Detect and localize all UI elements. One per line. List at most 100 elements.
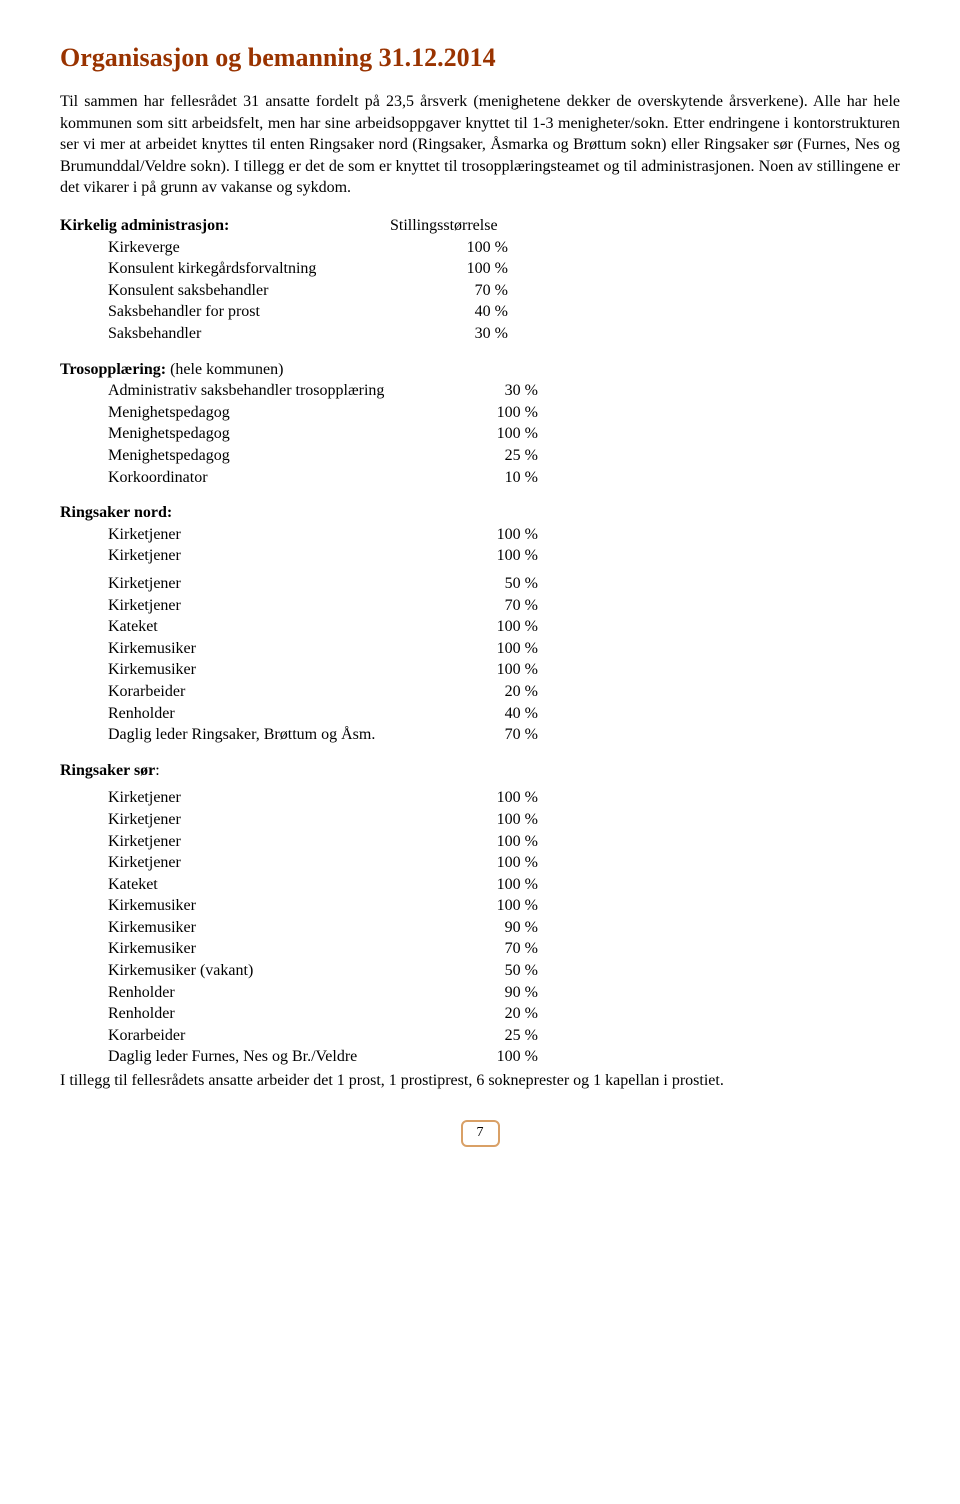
pct-cell: 100 % — [478, 545, 538, 567]
role-cell: Kirketjener — [60, 524, 478, 546]
pct-cell: 100 % — [478, 1046, 538, 1068]
pct-cell: 100 % — [478, 895, 538, 917]
pct-cell: 30 % — [478, 380, 538, 402]
role-cell: Menighetspedagog — [60, 402, 478, 424]
role-cell: Kirketjener — [60, 852, 478, 874]
role-cell: Korkoordinator — [60, 467, 478, 489]
table-row: Kateket100 % — [60, 874, 900, 896]
table-row: Kirketjener100 % — [60, 831, 900, 853]
sor-colon: : — [155, 762, 159, 779]
table-row: Kirkeverge100 % — [60, 237, 900, 259]
role-cell: Renholder — [60, 982, 478, 1004]
page-number-badge: 7 — [461, 1120, 500, 1147]
role-cell: Kirkeverge — [60, 237, 438, 259]
table-row: Kirketjener100 % — [60, 787, 900, 809]
intro-paragraph: Til sammen har fellesrådet 31 ansatte fo… — [60, 91, 900, 199]
role-cell: Konsulent saksbehandler — [60, 280, 438, 302]
pct-cell: 100 % — [438, 258, 508, 280]
admin-label: Kirkelig administrasjon: — [60, 215, 390, 237]
table-row: Kirkemusiker70 % — [60, 938, 900, 960]
role-cell: Kirkemusiker — [60, 638, 478, 660]
table-row: Daglig leder Ringsaker, Brøttum og Åsm.7… — [60, 724, 900, 746]
role-cell: Kirkemusiker — [60, 895, 478, 917]
role-cell: Saksbehandler — [60, 323, 438, 345]
role-cell: Kirkemusiker (vakant) — [60, 960, 478, 982]
pct-cell: 100 % — [478, 874, 538, 896]
pct-cell: 100 % — [478, 423, 538, 445]
role-cell: Saksbehandler for prost — [60, 301, 438, 323]
role-cell: Kateket — [60, 874, 478, 896]
pct-cell: 70 % — [438, 280, 508, 302]
nord-heading: Ringsaker nord: — [60, 502, 900, 524]
pct-cell: 70 % — [478, 938, 538, 960]
table-row: Menighetspedagog25 % — [60, 445, 900, 467]
role-cell: Menighetspedagog — [60, 445, 478, 467]
sor-heading: Ringsaker sør: — [60, 760, 900, 782]
role-cell: Administrativ saksbehandler trosopplærin… — [60, 380, 478, 402]
table-row: Administrativ saksbehandler trosopplærin… — [60, 380, 900, 402]
role-cell: Menighetspedagog — [60, 423, 478, 445]
sor-label: Ringsaker sør — [60, 762, 155, 779]
pct-cell: 90 % — [478, 982, 538, 1004]
table-row: Kirketjener100 % — [60, 524, 900, 546]
table-row: Kirketjener100 % — [60, 809, 900, 831]
tros-heading: Trosopplæring: (hele kommunen) — [60, 359, 900, 381]
table-row: Saksbehandler30 % — [60, 323, 900, 345]
pct-cell: 100 % — [478, 787, 538, 809]
page-title: Organisasjon og bemanning 31.12.2014 — [60, 40, 900, 75]
pct-cell: 90 % — [478, 917, 538, 939]
role-cell: Kirketjener — [60, 595, 478, 617]
table-row: Kateket100 % — [60, 616, 900, 638]
table-row: Konsulent kirkegårdsforvaltning100 % — [60, 258, 900, 280]
pct-cell: 100 % — [478, 616, 538, 638]
pct-cell: 100 % — [478, 659, 538, 681]
table-row: Kirketjener70 % — [60, 595, 900, 617]
role-cell: Kirketjener — [60, 787, 478, 809]
tros-note: (hele kommunen) — [166, 361, 283, 378]
table-row: Korarbeider25 % — [60, 1025, 900, 1047]
pct-cell: 40 % — [438, 301, 508, 323]
pct-cell: 100 % — [438, 237, 508, 259]
pct-cell: 10 % — [478, 467, 538, 489]
table-row: Menighetspedagog100 % — [60, 402, 900, 424]
role-cell: Kirketjener — [60, 831, 478, 853]
role-cell: Kirketjener — [60, 573, 478, 595]
table-row: Daglig leder Furnes, Nes og Br./Veldre10… — [60, 1046, 900, 1068]
table-row: Kirkemusiker100 % — [60, 659, 900, 681]
pct-cell: 25 % — [478, 1025, 538, 1047]
table-row: Kirketjener100 % — [60, 545, 900, 567]
table-row: Kirkemusiker100 % — [60, 638, 900, 660]
table-row: Renholder20 % — [60, 1003, 900, 1025]
pct-cell: 70 % — [478, 595, 538, 617]
pct-cell: 50 % — [478, 573, 538, 595]
role-cell: Kirketjener — [60, 809, 478, 831]
table-row: Renholder40 % — [60, 703, 900, 725]
pct-cell: 100 % — [478, 524, 538, 546]
pct-cell: 100 % — [478, 852, 538, 874]
table-row: Kirketjener50 % — [60, 573, 900, 595]
role-cell: Kateket — [60, 616, 478, 638]
role-cell: Korarbeider — [60, 681, 478, 703]
table-row: Saksbehandler for prost40 % — [60, 301, 900, 323]
pct-cell: 100 % — [478, 831, 538, 853]
table-row: Korarbeider20 % — [60, 681, 900, 703]
pct-cell: 50 % — [478, 960, 538, 982]
role-cell: Daglig leder Furnes, Nes og Br./Veldre — [60, 1046, 478, 1068]
table-row: Renholder90 % — [60, 982, 900, 1004]
table-row: Kirkemusiker100 % — [60, 895, 900, 917]
table-row: Kirkemusiker (vakant)50 % — [60, 960, 900, 982]
admin-header-row: Kirkelig administrasjon: Stillingsstørre… — [60, 215, 900, 237]
pct-cell: 20 % — [478, 1003, 538, 1025]
role-cell: Kirkemusiker — [60, 659, 478, 681]
pct-cell: 100 % — [478, 638, 538, 660]
role-cell: Kirkemusiker — [60, 917, 478, 939]
pct-cell: 100 % — [478, 402, 538, 424]
pct-cell: 100 % — [478, 809, 538, 831]
pct-cell: 25 % — [478, 445, 538, 467]
table-row: Kirkemusiker90 % — [60, 917, 900, 939]
table-row: Korkoordinator10 % — [60, 467, 900, 489]
pct-cell: 40 % — [478, 703, 538, 725]
table-row: Menighetspedagog100 % — [60, 423, 900, 445]
role-cell: Renholder — [60, 703, 478, 725]
role-cell: Renholder — [60, 1003, 478, 1025]
